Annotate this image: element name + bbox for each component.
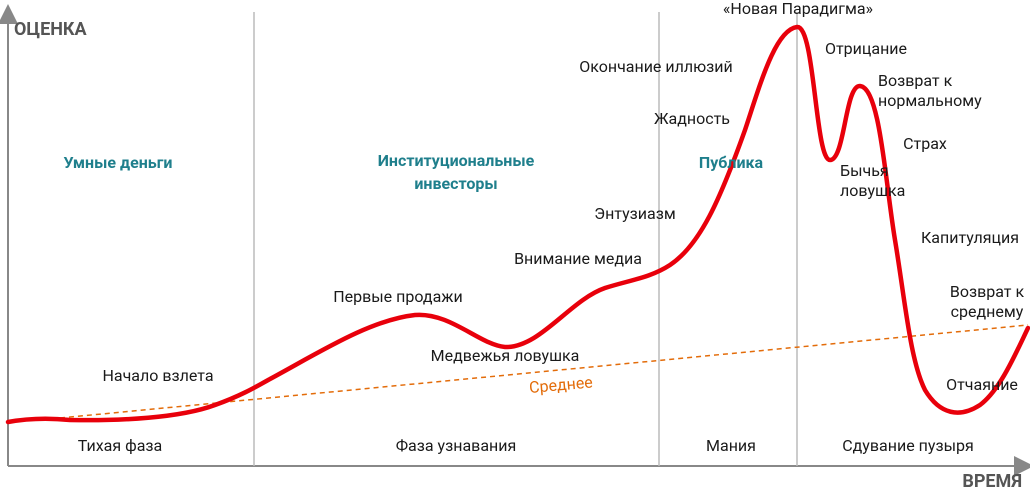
annotation: Бычья <box>840 161 889 180</box>
annotation: «Новая Парадигма» <box>723 0 873 18</box>
annotation: Медвежья ловушка <box>431 346 580 365</box>
phase-label: Фаза узнавания <box>396 436 517 455</box>
annotation: Окончание иллюзий <box>579 57 733 76</box>
participant-label: Институциональные <box>378 151 535 170</box>
y-axis-label: ОЦЕНКА <box>14 19 88 40</box>
phase-dividers <box>253 12 798 466</box>
annotation: Капитуляция <box>921 228 1019 247</box>
annotation: Начало взлета <box>102 366 213 385</box>
annotation: Жадность <box>654 109 730 128</box>
phase-label: Сдувание пузыря <box>842 436 974 455</box>
bubble-curve <box>5 24 1030 425</box>
x-axis-label: ВРЕМЯ <box>962 471 1022 492</box>
annotation: Первые продажи <box>333 287 463 306</box>
participant-label: инвесторы <box>414 174 497 193</box>
annotation: Возврат к <box>878 71 953 90</box>
annotation: ловушка <box>840 181 905 200</box>
participant-label: Умные деньги <box>64 153 173 172</box>
annotation: нормальному <box>878 91 982 110</box>
annotation: Внимание медиа <box>514 249 642 268</box>
annotation: Энтузиазм <box>594 204 675 223</box>
annotation: Страх <box>903 134 947 153</box>
annotation: Возврат к <box>950 282 1025 301</box>
annotation: Отрицание <box>825 39 907 58</box>
annotation: среднему <box>951 302 1024 321</box>
annotation: Отчаяние <box>946 375 1018 394</box>
phase-label: Мания <box>706 436 756 455</box>
average-label: Среднее <box>528 372 593 396</box>
participant-label: Публика <box>699 153 764 172</box>
phase-label: Тихая фаза <box>78 436 162 455</box>
